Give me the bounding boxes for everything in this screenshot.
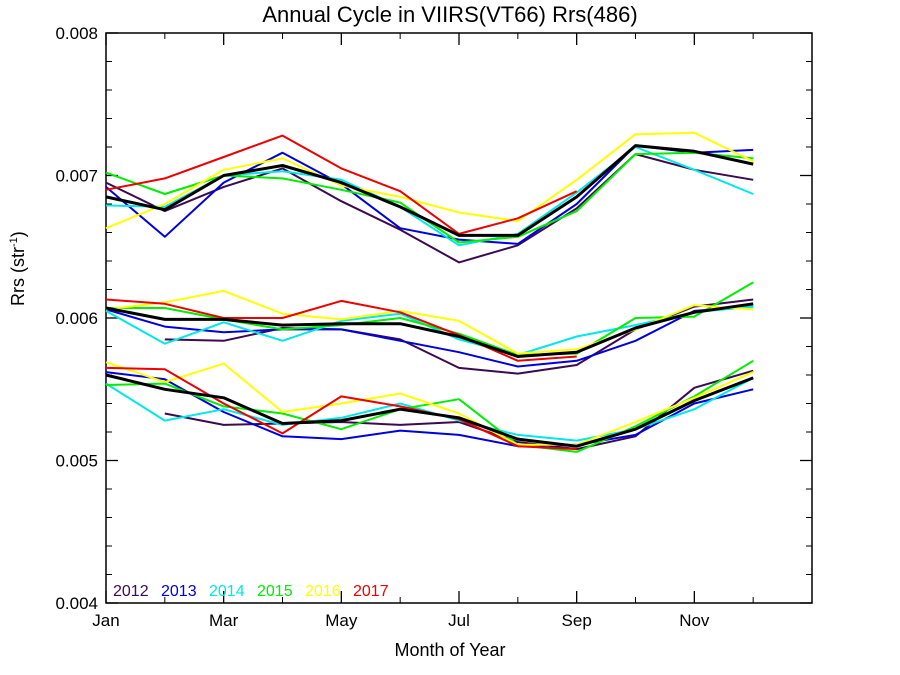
series-line-2012-high (105, 153, 754, 264)
series-lines (105, 131, 754, 453)
series-line-2015-low (105, 359, 754, 453)
y-tick-label: 0.006 (55, 309, 98, 328)
y-tick-label: 0.004 (55, 594, 98, 613)
legend: 2012 2013 2014 2015 2016 2017 (113, 583, 389, 600)
series-line-2013-low (105, 371, 754, 448)
legend-item-2013: 2013 (161, 583, 197, 600)
legend-item-2017: 2017 (353, 583, 389, 600)
x-tick-label: Mar (209, 611, 239, 630)
legend-item-2015: 2015 (257, 583, 293, 600)
x-tick-label: Jul (448, 611, 470, 630)
series-line-2014-low (105, 377, 754, 442)
legend-item-2014: 2014 (209, 583, 245, 600)
series-line-2017-low (105, 366, 577, 451)
chart-title: Annual Cycle in VIIRS(VT66) Rrs(486) (262, 2, 638, 27)
series-line-2015-mid (106, 281, 754, 356)
plot-axes: 0.004 0.005 0.006 0.007 0.008 Jan Mar May Jul Sep… (55, 24, 813, 630)
y-tick-label: 0.005 (55, 452, 98, 471)
series-line-2013-mid (105, 305, 754, 368)
legend-item-2012: 2012 (113, 583, 149, 600)
y-axis-label-exponent: -1 (8, 237, 20, 248)
y-axis-label-text: Rrs (str (8, 247, 28, 306)
series-line-2016-low (105, 361, 754, 446)
legend-item-2016: 2016 (305, 583, 341, 600)
series-line-2015-high (105, 151, 754, 244)
series-line-2016-high (105, 131, 754, 230)
mean-line-mid (105, 302, 754, 358)
y-axis-label-close: ) (8, 231, 28, 238)
series-line-2017-mid (105, 298, 577, 362)
mean-lines (105, 144, 754, 448)
series-line-2017-high (105, 134, 578, 235)
y-tick-label: 0.007 (55, 167, 98, 186)
x-tick-label: Jan (92, 611, 119, 630)
x-tick-label: Nov (679, 611, 710, 630)
mean-line-low (105, 373, 754, 448)
x-axis-label: Month of Year (394, 640, 506, 660)
x-tick-label: May (325, 611, 358, 630)
y-axis-label: Rrs (str-1) (8, 231, 29, 306)
mean-line-high (105, 144, 754, 237)
x-tick-label: Sep (562, 611, 592, 630)
y-tick-label: 0.008 (55, 24, 98, 43)
